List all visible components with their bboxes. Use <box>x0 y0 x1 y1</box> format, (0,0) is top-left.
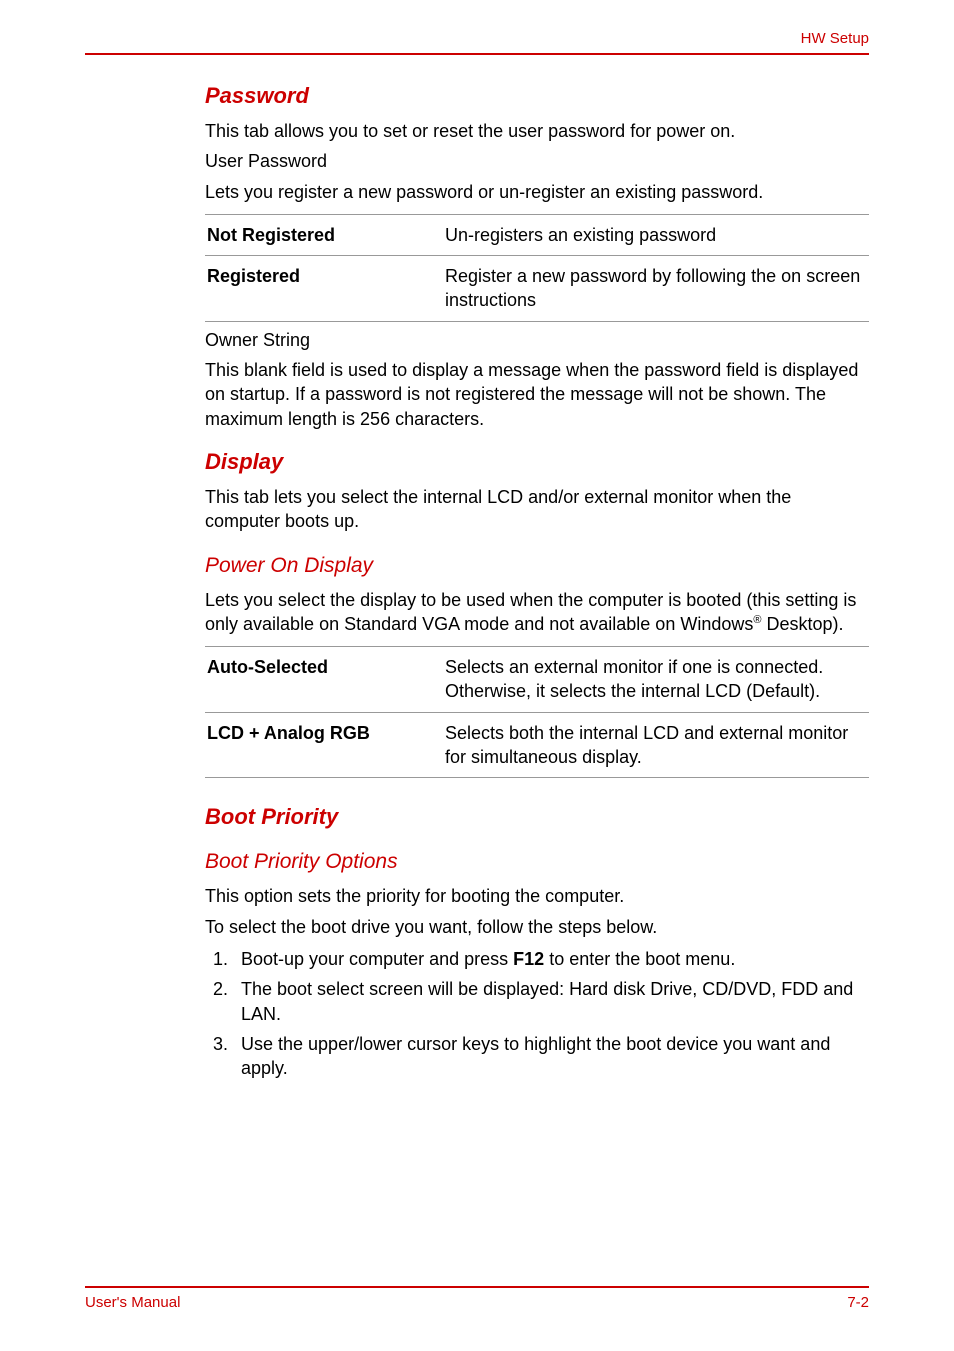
password-ownerstring-label: Owner String <box>205 328 869 352</box>
password-table: Not Registered Un-registers an existing … <box>205 214 869 322</box>
list-item: The boot select screen will be displayed… <box>233 977 869 1026</box>
heading-display: Display <box>205 449 869 475</box>
footer-row: User's Manual 7-2 <box>85 1294 869 1311</box>
header-label: HW Setup <box>85 30 869 47</box>
power-on-display-intro: Lets you select the display to be used w… <box>205 588 869 637</box>
header-rule <box>85 53 869 55</box>
heading-boot-priority: Boot Priority <box>205 804 869 830</box>
term-registered: Registered <box>205 256 443 322</box>
footer-right: 7-2 <box>847 1294 869 1311</box>
page: HW Setup Password This tab allows you to… <box>0 0 954 1351</box>
heading-power-on-display: Power On Display <box>205 554 869 578</box>
pod-intro-pre: Lets you select the display to be used w… <box>205 590 856 634</box>
step1-post: to enter the boot menu. <box>544 949 735 969</box>
display-intro: This tab lets you select the internal LC… <box>205 485 869 534</box>
step1-key: F12 <box>513 949 544 969</box>
content-area: Password This tab allows you to set or r… <box>205 83 869 1080</box>
password-intro: This tab allows you to set or reset the … <box>205 119 869 143</box>
term-lcd-analog-rgb: LCD + Analog RGB <box>205 712 443 778</box>
password-ownerstring-desc: This blank field is used to display a me… <box>205 358 869 431</box>
bpo-lead: To select the boot drive you want, follo… <box>205 915 869 939</box>
password-userpassword-desc: Lets you register a new password or un-r… <box>205 180 869 204</box>
footer-left: User's Manual <box>85 1294 180 1311</box>
list-item: Boot-up your computer and press F12 to e… <box>233 947 869 971</box>
footer-rule <box>85 1286 869 1288</box>
password-userpassword-label: User Password <box>205 149 869 173</box>
desc-registered: Register a new password by following the… <box>443 256 869 322</box>
power-on-display-table: Auto-Selected Selects an external monito… <box>205 646 869 778</box>
step1-pre: Boot-up your computer and press <box>241 949 513 969</box>
pod-intro-post: Desktop). <box>761 614 843 634</box>
desc-lcd-analog-rgb: Selects both the internal LCD and extern… <box>443 712 869 778</box>
bpo-steps: Boot-up your computer and press F12 to e… <box>205 947 869 1080</box>
table-row: Registered Register a new password by fo… <box>205 256 869 322</box>
heading-password: Password <box>205 83 869 109</box>
desc-auto-selected: Selects an external monitor if one is co… <box>443 647 869 713</box>
table-row: Not Registered Un-registers an existing … <box>205 214 869 255</box>
desc-not-registered: Un-registers an existing password <box>443 214 869 255</box>
list-item: Use the upper/lower cursor keys to highl… <box>233 1032 869 1081</box>
footer: User's Manual 7-2 <box>85 1286 869 1311</box>
table-row: LCD + Analog RGB Selects both the intern… <box>205 712 869 778</box>
table-row: Auto-Selected Selects an external monito… <box>205 647 869 713</box>
term-auto-selected: Auto-Selected <box>205 647 443 713</box>
bpo-intro: This option sets the priority for bootin… <box>205 884 869 908</box>
term-not-registered: Not Registered <box>205 214 443 255</box>
heading-boot-priority-options: Boot Priority Options <box>205 850 869 874</box>
